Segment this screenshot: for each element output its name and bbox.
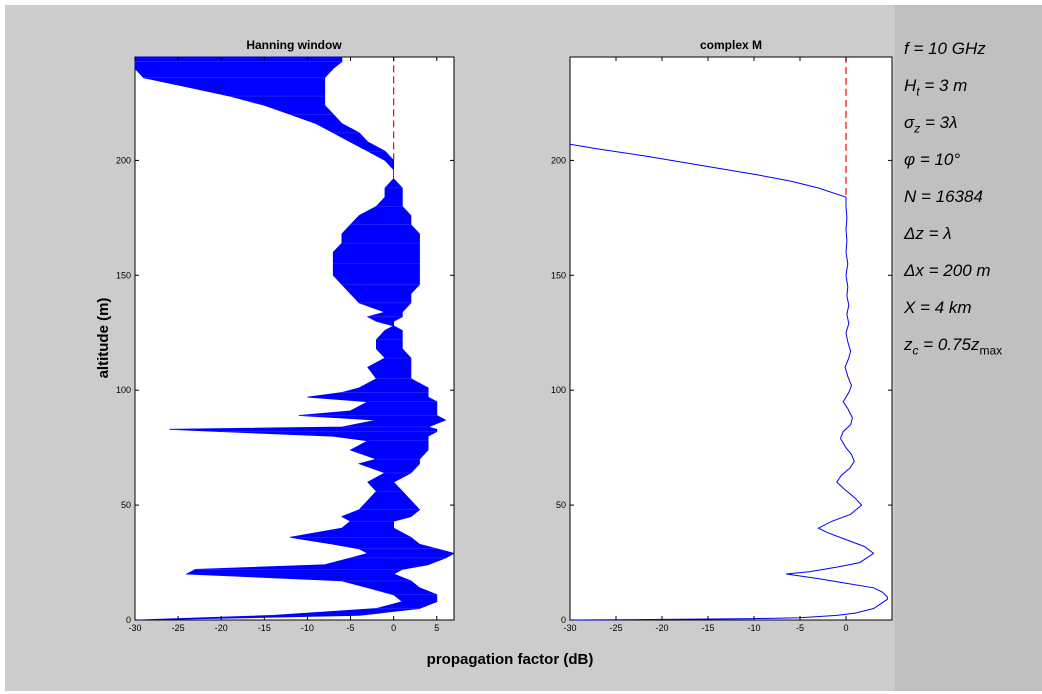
x-tick-label: -15 [258, 623, 271, 633]
x-tick-label: -30 [563, 623, 576, 633]
x-tick-label: -15 [701, 623, 714, 633]
y-tick-label: 0 [126, 615, 131, 625]
x-tick-label: 0 [391, 623, 396, 633]
y-tick-label: 200 [551, 155, 566, 165]
parameter-item: Ht = 3 m [904, 76, 968, 99]
x-tick-label: -5 [347, 623, 355, 633]
series-marks [134, 56, 456, 621]
y-tick-label: 50 [556, 500, 566, 510]
y-tick-label: 150 [551, 270, 566, 280]
x-tick-label: -30 [128, 623, 141, 633]
x-tick-label: 0 [843, 623, 848, 633]
plot-area [569, 56, 893, 621]
y-tick-label: 150 [116, 270, 131, 280]
panel-title: complex M [700, 38, 762, 52]
parameters-panel [895, 5, 1042, 691]
parameter-item: N = 16384 [904, 187, 983, 206]
x-tick-label: -25 [609, 623, 622, 633]
y-tick-label: 50 [121, 500, 131, 510]
y-tick-label: 200 [116, 155, 131, 165]
series-line [569, 143, 888, 621]
parameter-item: zc = 0.75zmax [904, 335, 1003, 358]
x-axis-label: propagation factor (dB) [427, 651, 594, 668]
x-tick-label: 5 [434, 623, 439, 633]
parameter-item: Δz = λ [904, 224, 952, 243]
x-tick-label: -20 [215, 623, 228, 633]
panel-title: Hanning window [246, 38, 342, 52]
y-tick-label: 100 [116, 385, 131, 395]
panel-hanning-window: Hanning window -30 -25 -20 -15 -10 -5 0 5050100… [116, 38, 456, 633]
y-axis-label: altitude (m) [95, 298, 112, 379]
parameter-item: X = 4 km [904, 298, 972, 317]
x-tick-label: -25 [172, 623, 185, 633]
x-tick-label: -20 [655, 623, 668, 633]
series-envelope [134, 56, 456, 621]
parameter-item: Δx = 200 m [904, 261, 991, 280]
x-tick-label: -10 [301, 623, 314, 633]
parameter-item: σz = 3λ [904, 113, 958, 136]
parameter-item: f = 10 GHz [904, 39, 986, 58]
series-marks [569, 57, 888, 621]
panel-complex-m: complex M -30 -25 -20 -15 -10 -5 0 0 50 100 150 200 [551, 38, 893, 633]
parameter-list: f = 10 GHz Ht = 3 m σz = 3λ φ = 10° N = 1638… [904, 38, 1038, 371]
x-tick-label: -5 [796, 623, 804, 633]
tick-labels: -30 -25 -20 -15 -10 -5 0 0 50 100 150 200 [551, 57, 892, 633]
y-tick-label: 100 [551, 385, 566, 395]
parameter-item: φ = 10° [904, 150, 961, 169]
x-tick-label: -10 [747, 623, 760, 633]
y-tick-label: 0 [561, 615, 566, 625]
